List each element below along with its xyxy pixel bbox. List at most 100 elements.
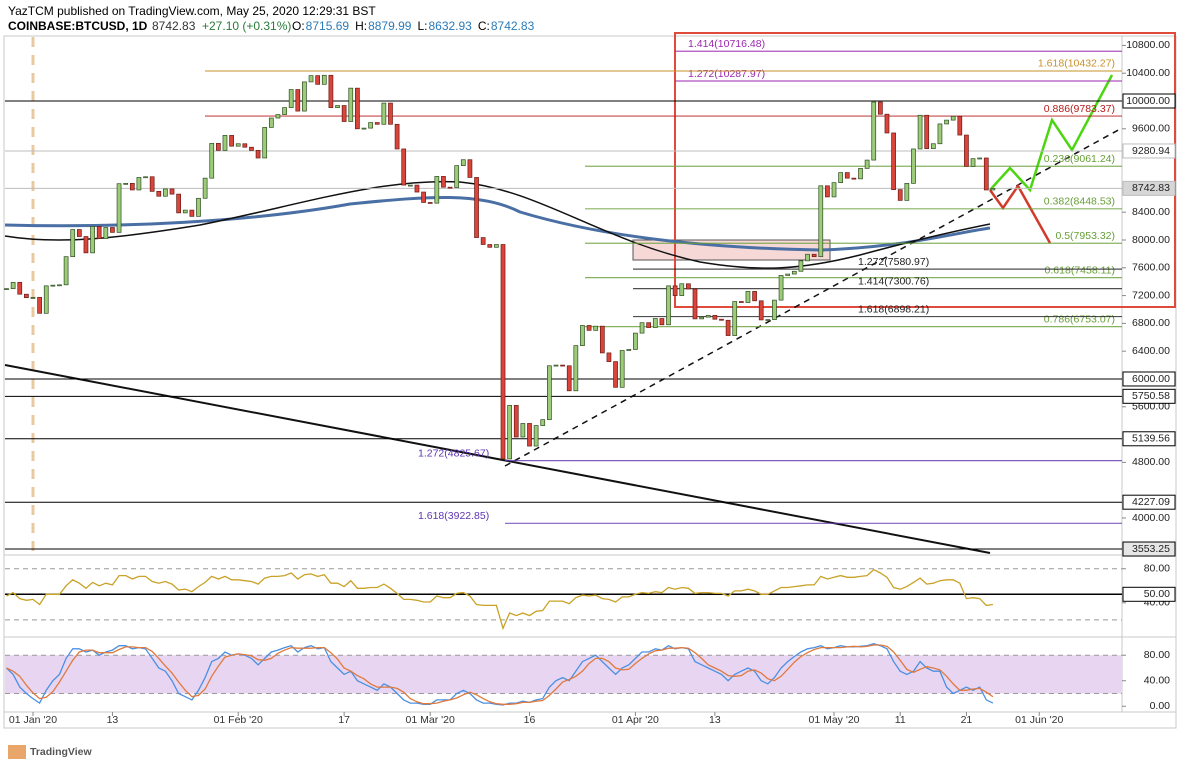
- last-price: 8742.83: [152, 19, 196, 33]
- brand-logo: [8, 745, 26, 759]
- y-tick-label: 9600.00: [1132, 123, 1170, 135]
- candle-body: [626, 349, 632, 351]
- candle-body: [302, 81, 307, 112]
- candle-body: [17, 282, 23, 295]
- candle-body: [732, 301, 738, 336]
- candle-body: [606, 352, 612, 362]
- candle-body: [547, 365, 552, 420]
- candle-body: [712, 315, 718, 320]
- candle-body: [123, 183, 129, 185]
- candle-body: [553, 364, 559, 367]
- candle-body: [520, 423, 526, 438]
- candle-body: [904, 183, 910, 201]
- candle-body: [738, 301, 744, 303]
- drawings: [4, 32, 1176, 554]
- y-tick-label: 10800.00: [1126, 39, 1170, 51]
- y-tick-label: 8000.00: [1132, 234, 1170, 246]
- candle-body: [447, 186, 453, 189]
- candle-body: [57, 284, 62, 287]
- ohlc-value: 8742.83: [491, 19, 535, 33]
- candle-body: [619, 350, 625, 388]
- fib-label: 1.414(7300.76): [858, 275, 929, 287]
- candle-body: [580, 325, 585, 346]
- candle-body: [156, 190, 162, 197]
- candle-body: [917, 114, 923, 150]
- candle-body: [308, 75, 314, 83]
- y-tick-label: 80.00: [1144, 649, 1170, 661]
- axis-label-box: [1122, 586, 1176, 602]
- candle-body: [924, 114, 930, 149]
- candle-body: [679, 283, 685, 296]
- candle-body: [652, 318, 658, 328]
- candle-body: [692, 288, 698, 320]
- x-tick-label: 21: [961, 714, 973, 726]
- fib-label: 1.618(3922.85): [418, 510, 489, 522]
- candle-body: [513, 405, 519, 438]
- candle-body: [911, 148, 916, 184]
- price-change: +27.10 (+0.31%): [202, 19, 291, 33]
- candle-body: [500, 244, 506, 460]
- candle-body: [811, 253, 817, 258]
- candle-body: [851, 177, 857, 180]
- axis-label: 5139.56: [1132, 433, 1170, 445]
- candle-body: [474, 177, 479, 238]
- fib-label: 0.382(8448.53): [1044, 196, 1115, 208]
- candle-body: [209, 143, 215, 179]
- candle-body: [70, 229, 76, 258]
- candle-body: [361, 127, 367, 130]
- axis-label: 8742.83: [1132, 182, 1170, 194]
- x-tick-label: 01 Jun '20: [1015, 714, 1063, 726]
- candle-body: [719, 318, 724, 321]
- candle-body: [335, 105, 340, 108]
- candle-body: [540, 419, 546, 426]
- y-tick-label: 7200.00: [1132, 289, 1170, 301]
- candle-body: [586, 325, 592, 331]
- candle-body: [765, 319, 771, 321]
- ohlc-value: 8879.99: [368, 19, 412, 33]
- candle-body: [977, 157, 983, 160]
- x-tick-label: 11: [895, 714, 906, 726]
- candle-body: [222, 135, 228, 151]
- candle-body: [143, 176, 148, 179]
- candle-body: [593, 325, 599, 331]
- candle-body: [791, 270, 797, 275]
- candle-body: [295, 89, 301, 112]
- ohlc-key: O:: [292, 19, 305, 33]
- indicator-line: [6, 568, 993, 631]
- candle-body: [103, 227, 109, 239]
- candle-body: [10, 282, 16, 289]
- candle-body: [871, 101, 877, 161]
- candle-body: [235, 143, 241, 147]
- candle-body: [149, 176, 155, 192]
- candle-body: [76, 229, 82, 237]
- ohlc-key: L:: [417, 19, 427, 33]
- x-tick-label: 01 May '20: [808, 714, 859, 726]
- candle-body: [110, 227, 115, 233]
- candle-body: [24, 293, 29, 299]
- candle-body: [196, 197, 201, 217]
- candle-body: [983, 157, 989, 191]
- candle-body: [216, 143, 221, 151]
- candle-body: [83, 236, 89, 254]
- fib-label: 0.236(9061.24): [1044, 153, 1115, 165]
- candle-body: [282, 107, 287, 115]
- fib-label: 0.5(7953.32): [1055, 230, 1115, 242]
- candle-body: [494, 244, 499, 248]
- candle-body: [646, 322, 652, 328]
- candle-body: [427, 202, 433, 204]
- x-tick-label: 13: [107, 714, 119, 726]
- candle-body: [169, 188, 175, 195]
- projection-up: [989, 74, 1114, 193]
- candle-body: [838, 172, 843, 184]
- fib-label: 1.272(10287.97): [688, 68, 765, 80]
- candle-body: [950, 115, 956, 121]
- candle-body: [43, 285, 49, 314]
- candle-body: [454, 165, 460, 188]
- ohlc-value: 8715.69: [306, 19, 350, 33]
- x-tick-label: 13: [709, 714, 721, 726]
- candle-body: [613, 361, 618, 388]
- ohlc-key: H:: [355, 19, 367, 33]
- candle-body: [268, 117, 274, 128]
- candle-body: [90, 226, 95, 254]
